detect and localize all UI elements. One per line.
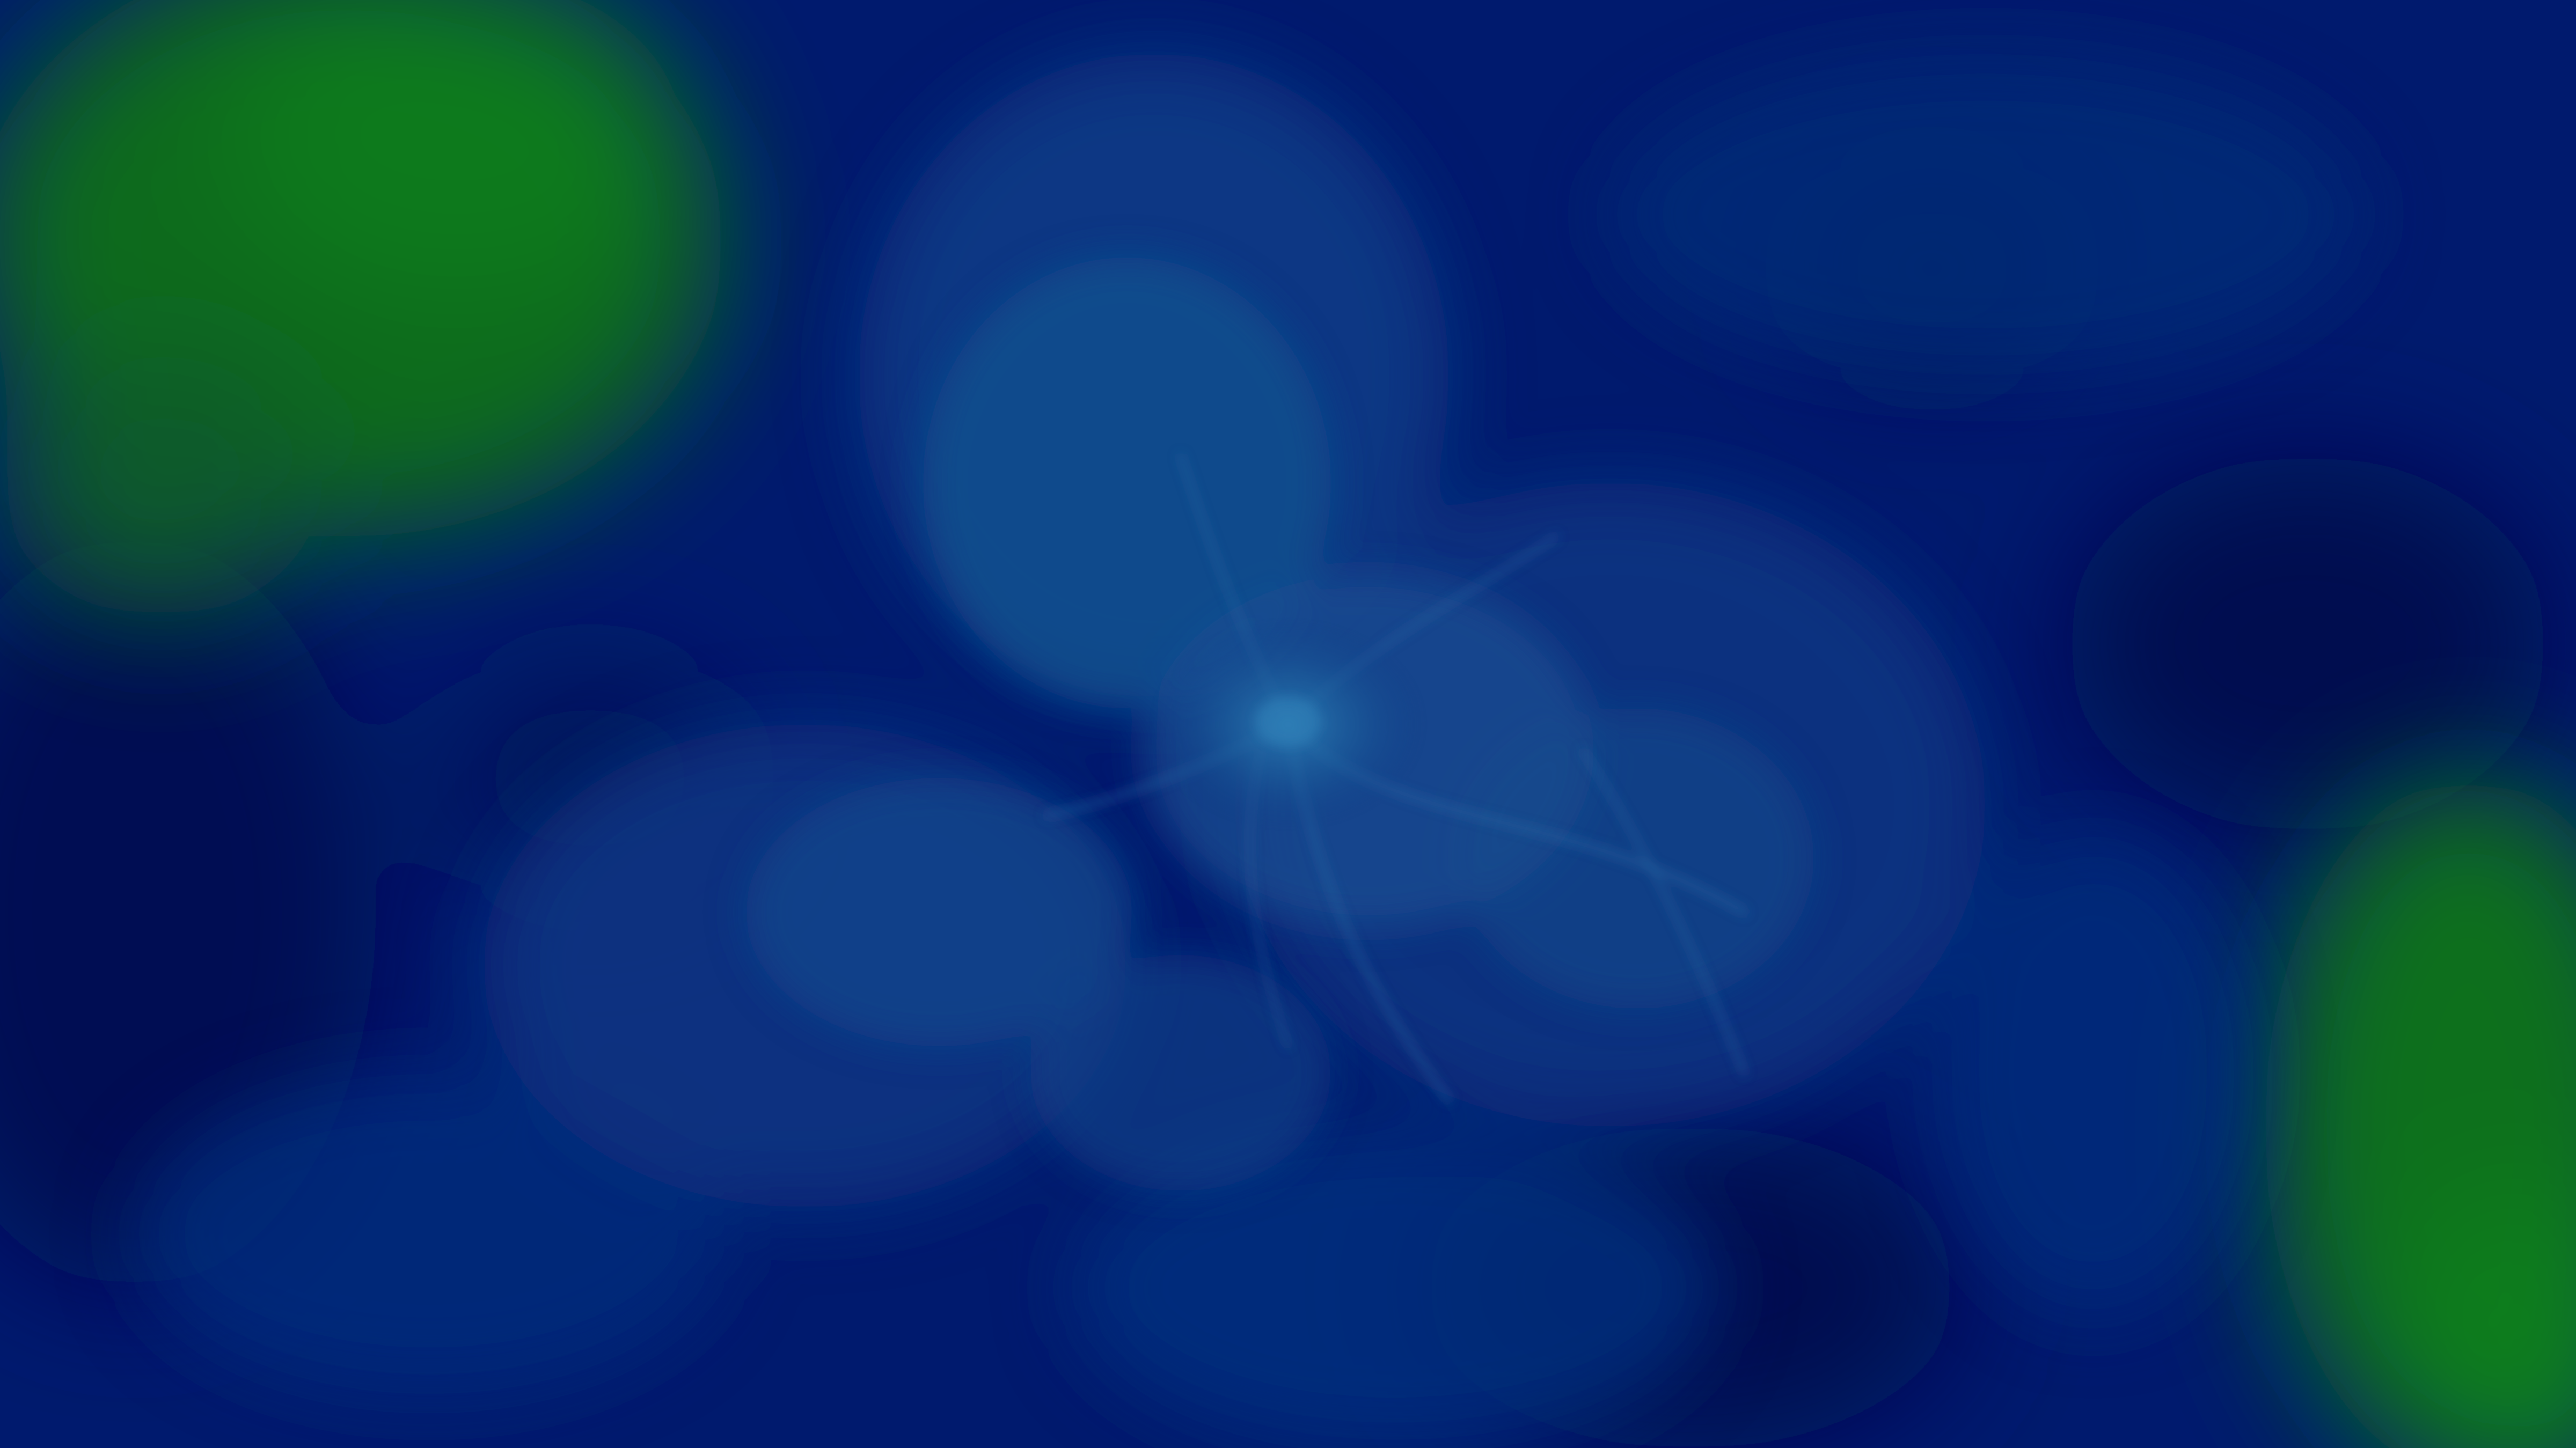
core-center (1256, 697, 1320, 746)
